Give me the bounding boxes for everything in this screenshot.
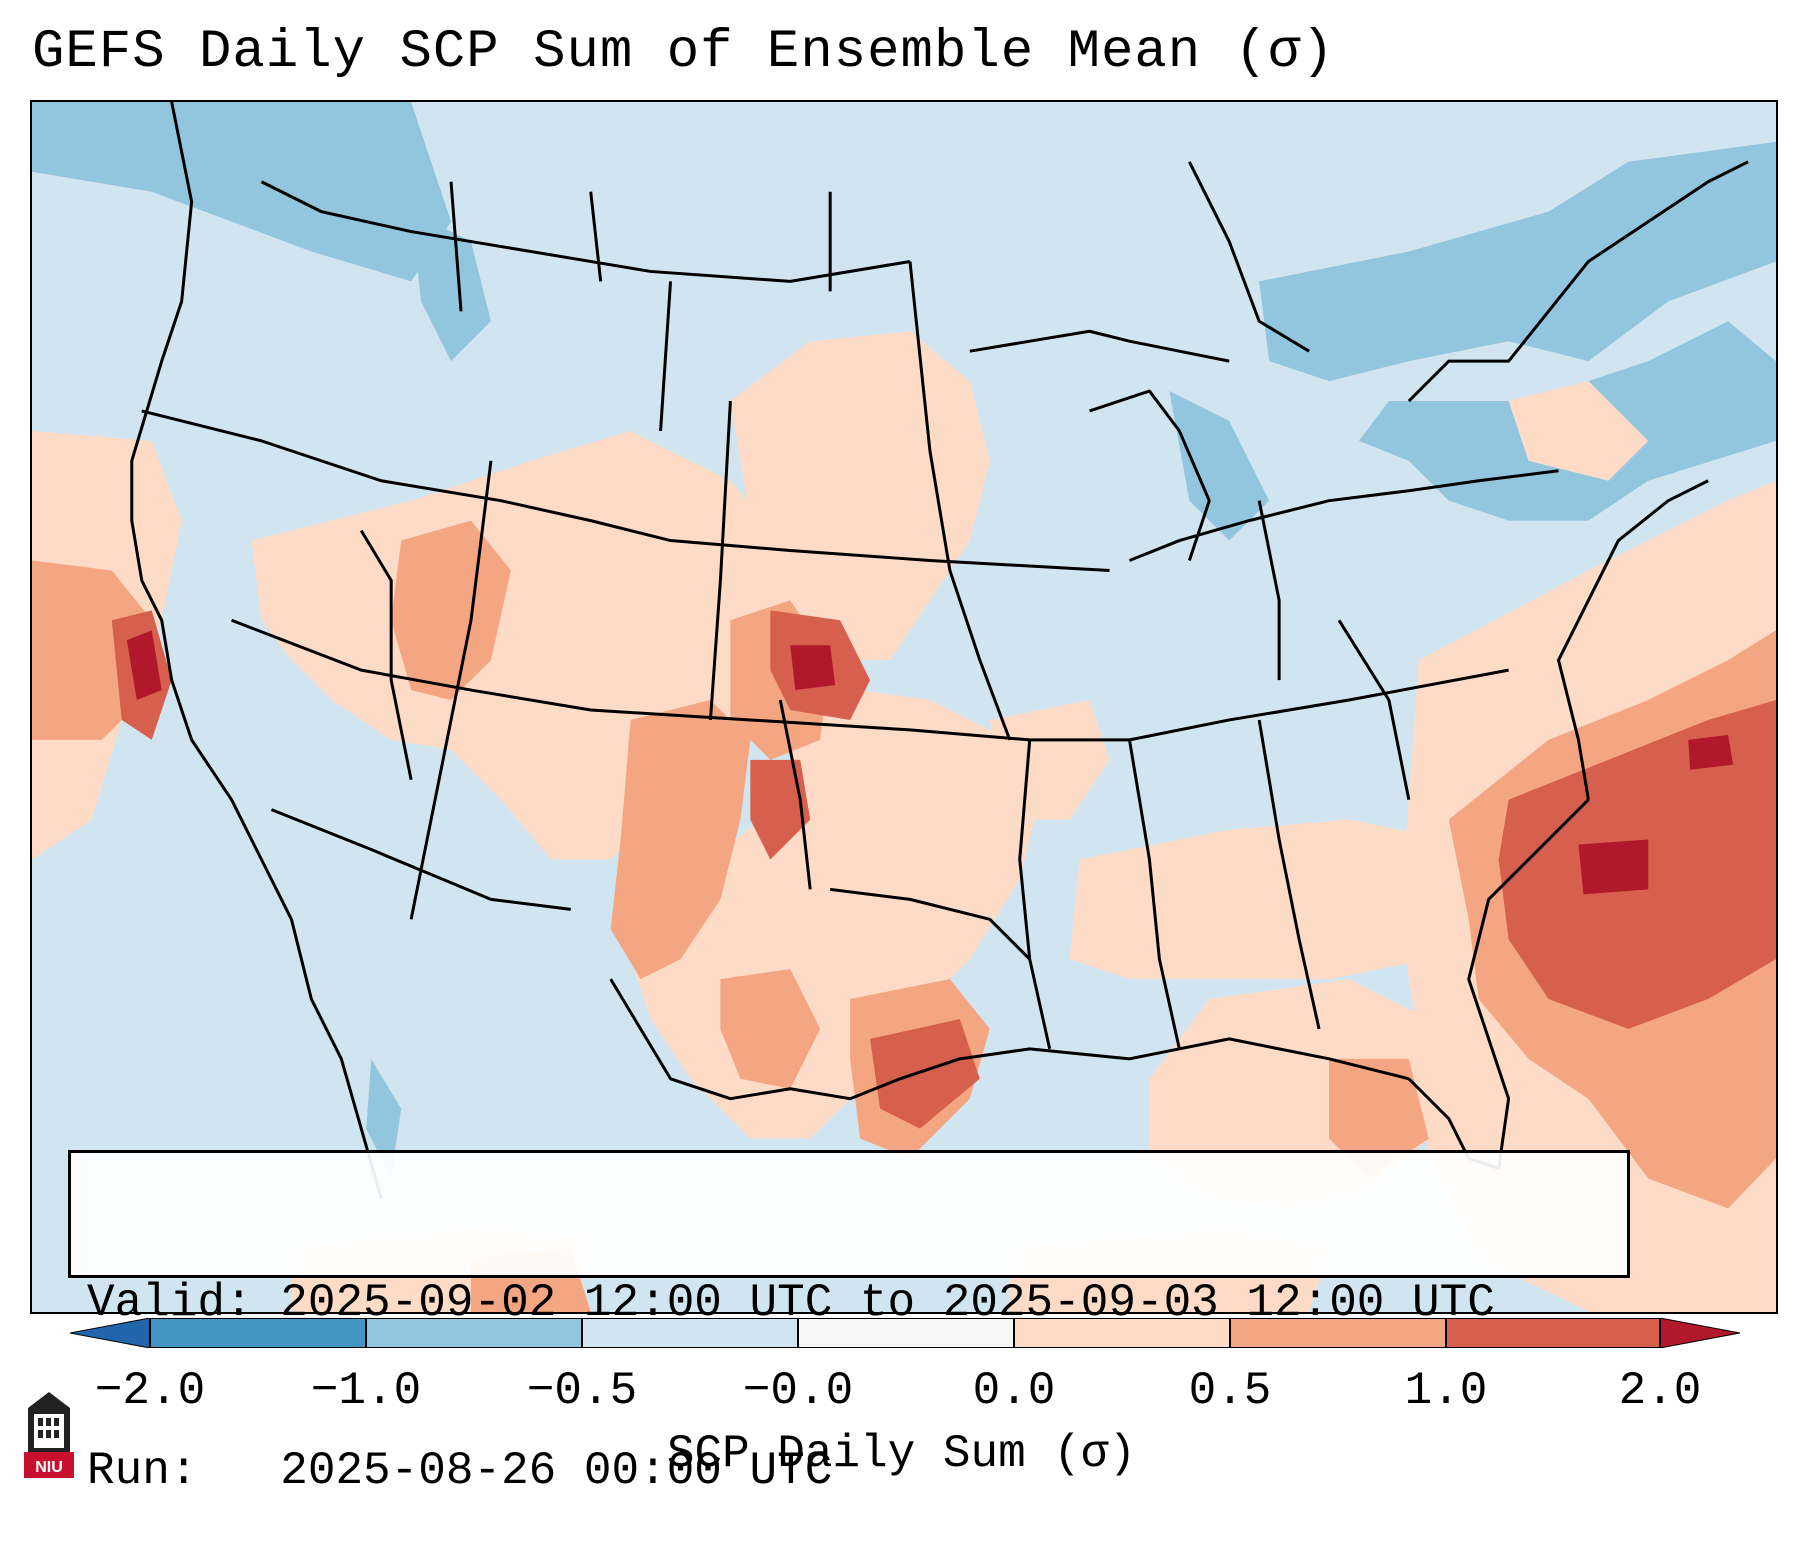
colorbar-tick-label: −0.5 xyxy=(526,1365,638,1417)
map-panel xyxy=(30,100,1778,1314)
colorbar-tick-label: 2.0 xyxy=(1618,1365,1702,1417)
colorbar-segment xyxy=(798,1318,1014,1348)
colorbar-segment xyxy=(582,1318,798,1348)
logo-text: NIU xyxy=(35,1459,63,1476)
university-tower-icon: NIU xyxy=(24,1392,74,1478)
colorbar-tick-label: −2.0 xyxy=(94,1365,206,1417)
colorbar xyxy=(70,1318,1740,1348)
colorbar-tick-label: −0.0 xyxy=(742,1365,854,1417)
extreme-positive-regions xyxy=(126,630,1734,895)
colorbar-segment xyxy=(150,1318,366,1348)
colorbar-tick-label: 0.0 xyxy=(972,1365,1056,1417)
colorbar-extend-low xyxy=(70,1318,151,1348)
colorbar-label: SCP Daily Sum (σ) xyxy=(666,1428,1137,1480)
chart-title: GEFS Daily SCP Sum of Ensemble Mean (σ) xyxy=(32,22,1335,83)
colorbar-tick-label: −1.0 xyxy=(310,1365,422,1417)
state-and-coast-borders xyxy=(130,102,1749,1199)
colorbar-segment xyxy=(1446,1318,1660,1348)
colorbar-segment xyxy=(1014,1318,1230,1348)
colorbar-segment xyxy=(1230,1318,1446,1348)
colorbar-segment xyxy=(366,1318,582,1348)
colorbar-tick-label: 1.0 xyxy=(1404,1365,1488,1417)
colorbar-extend-high xyxy=(1659,1318,1740,1348)
run-time-text: Run: 2025-08-26 00:00 UTC xyxy=(87,1445,833,1497)
colorbar-tick-label: 0.5 xyxy=(1188,1365,1272,1417)
valid-run-info-box: Valid: 2025-09-02 12:00 UTC to 2025-09-0… xyxy=(68,1150,1630,1497)
scp-field-map xyxy=(32,102,1776,1312)
